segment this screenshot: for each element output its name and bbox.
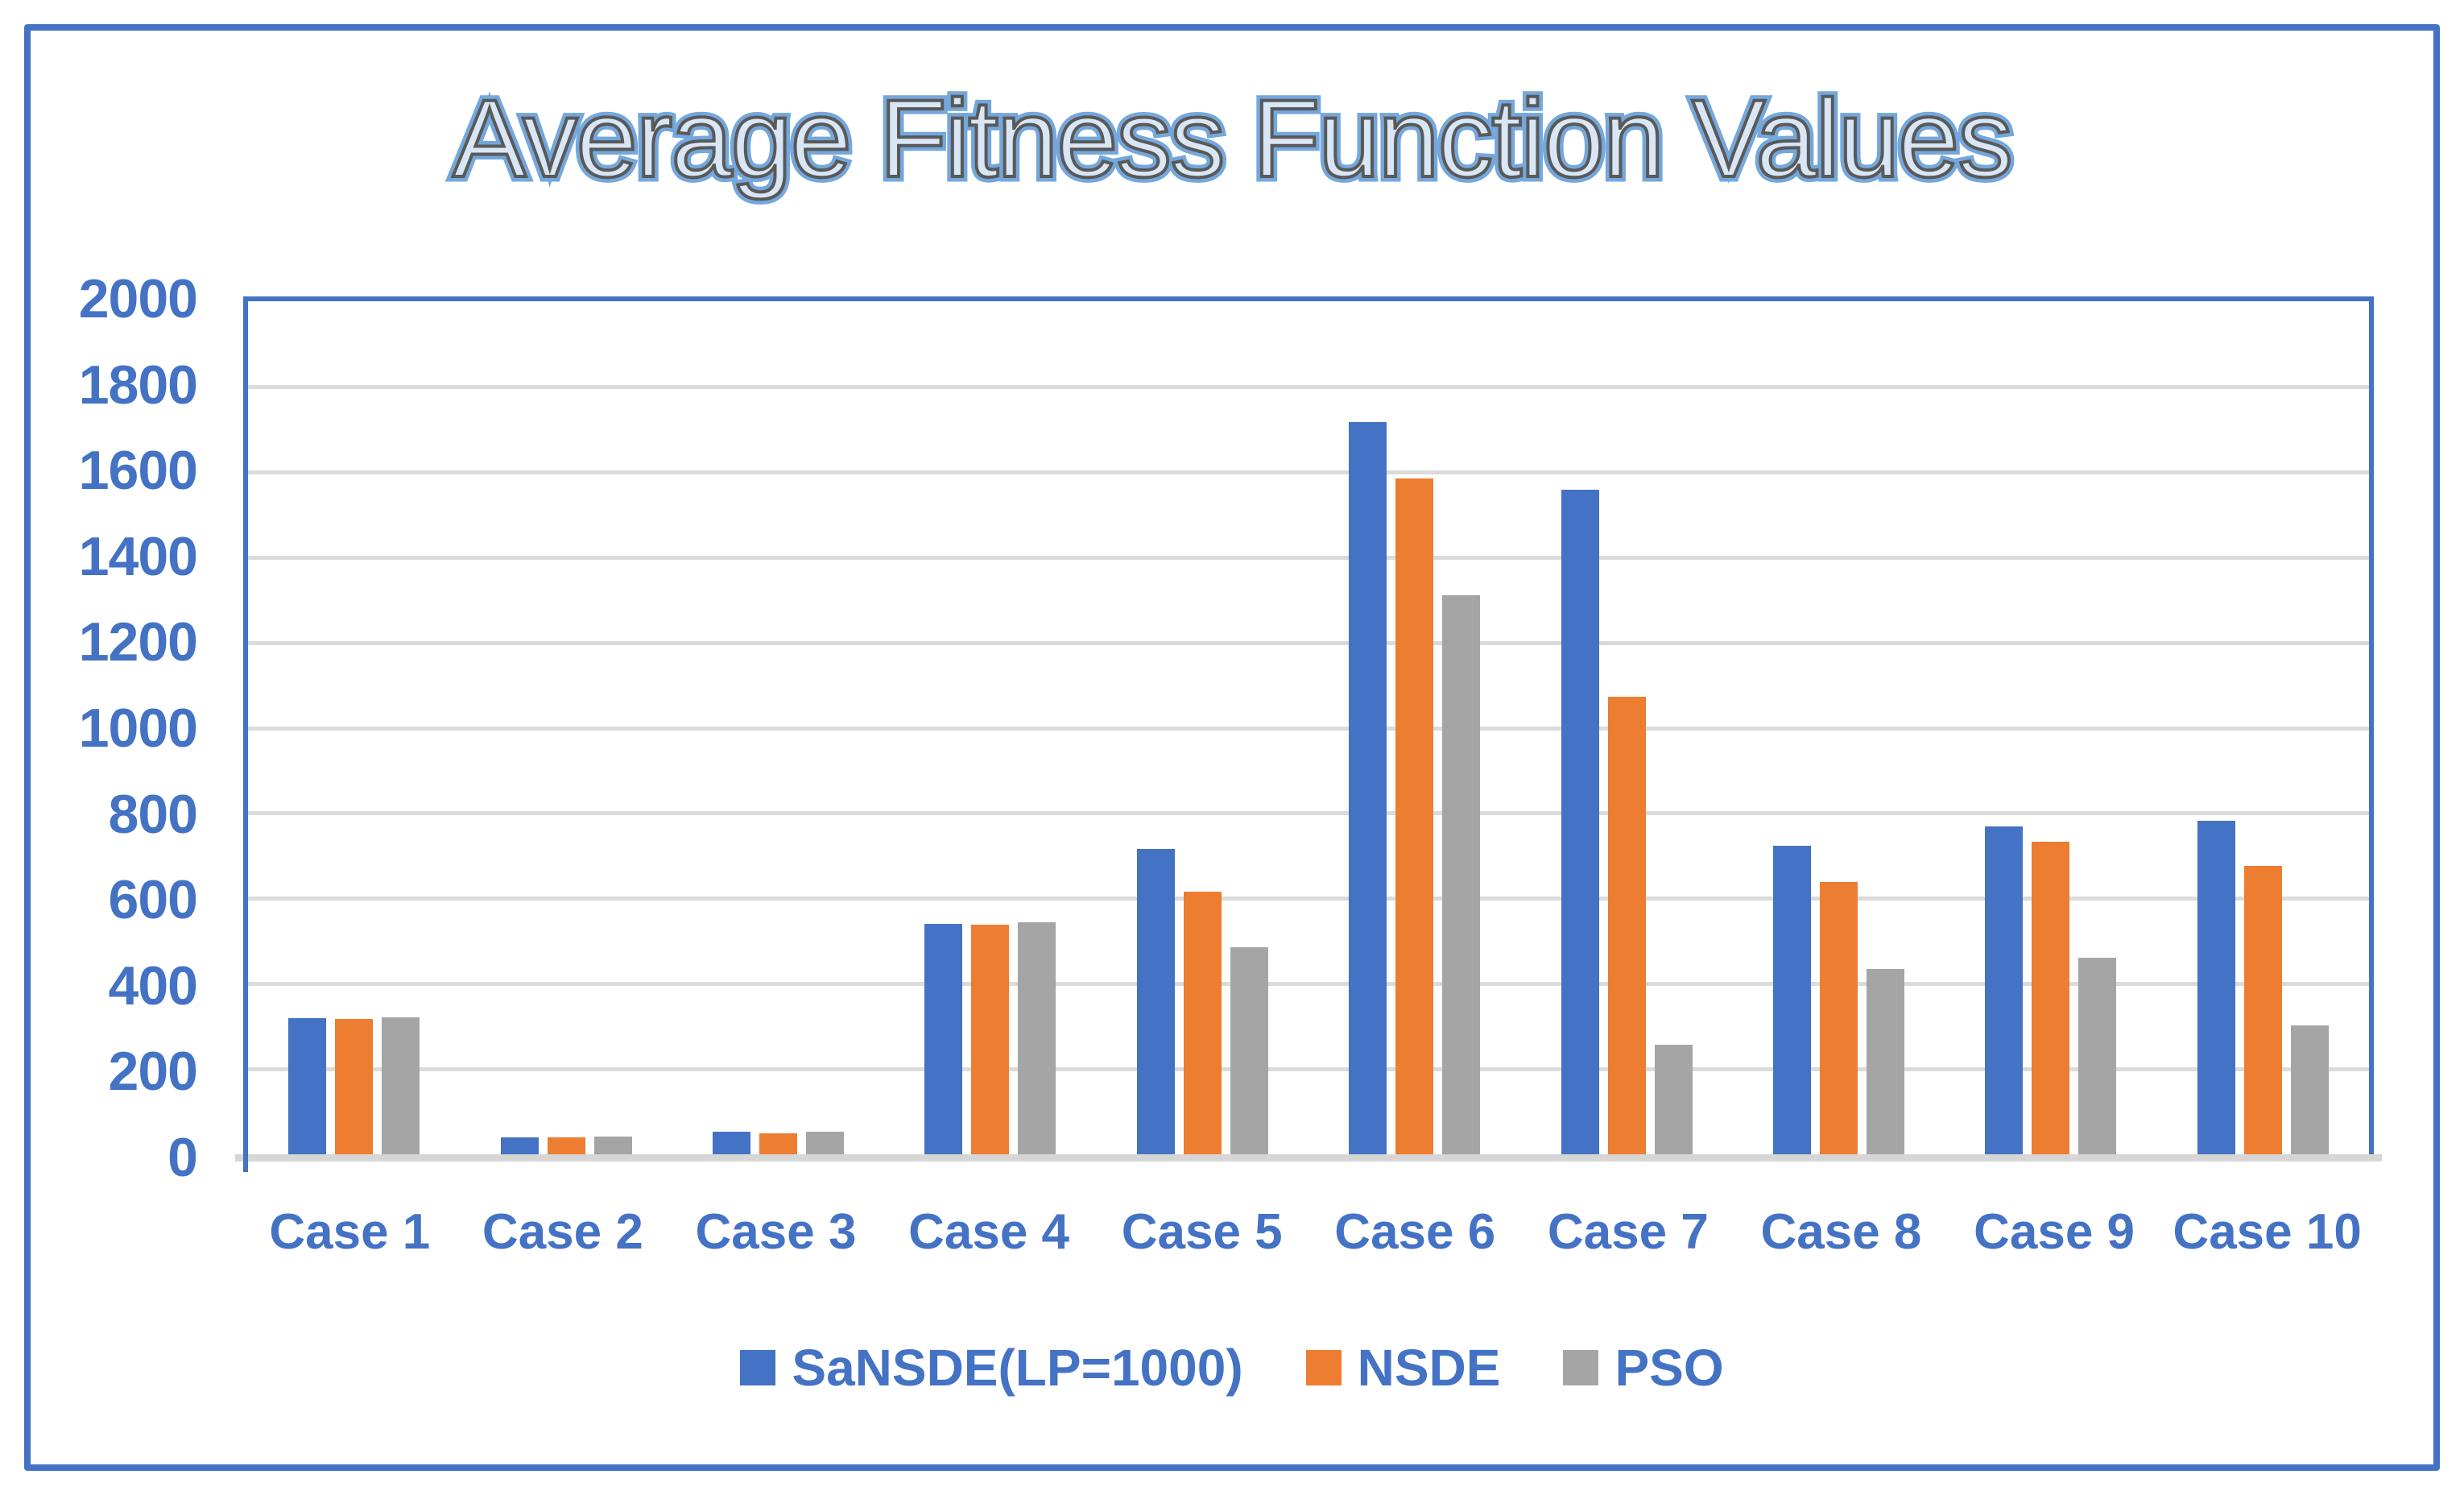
legend-marker-icon [740,1350,776,1385]
bar-nsde-case-4 [971,925,1010,1154]
bar-pso-case-9 [2078,958,2117,1154]
chart-title-text: Average Fitness Function Values [451,77,2015,201]
bar-group-case-5 [1097,301,1308,1154]
x-axis-label-case-10: Case 10 [2173,1204,2362,1260]
bar-pso-case-6 [1442,595,1481,1154]
bar-sansde-lp-1000--case-5 [1136,849,1175,1154]
legend-marker-icon [1563,1350,1599,1385]
bar-sansde-lp-1000--case-8 [1773,846,1812,1154]
bar-nsde-case-9 [2032,842,2070,1154]
x-axis-label-case-7: Case 7 [1547,1204,1709,1260]
bar-pso-case-1 [382,1017,420,1154]
legend-item-sansde-lp-1000-: SaNSDE(LP=1000) [740,1337,1243,1398]
chart-title: Average Fitness Function Values Average … [0,76,2464,203]
bar-nsde-case-2 [547,1137,585,1154]
bar-nsde-case-6 [1395,478,1434,1154]
bar-group-case-1 [248,301,460,1154]
y-axis-tick-label: 400 [108,955,198,1017]
legend-item-pso: PSO [1563,1337,1724,1398]
y-axis-tick-label: 1800 [78,354,198,416]
y-axis-tick-label: 600 [108,869,198,931]
x-axis-label-case-1: Case 1 [269,1204,431,1260]
x-axis-label-case-2: Case 2 [482,1204,643,1260]
bar-sansde-lp-1000--case-1 [288,1017,327,1154]
gridline [248,982,2369,987]
bar-pso-case-4 [1018,921,1056,1154]
gridline [248,640,2369,645]
plot-area [243,296,2374,1154]
bar-group-case-10 [2157,301,2369,1154]
bar-group-case-7 [1520,301,1732,1154]
bar-pso-case-10 [2290,1025,2329,1154]
y-axis-tick-label: 0 [167,1127,198,1188]
x-axis-label-case-3: Case 3 [695,1204,857,1260]
gridline [248,1067,2369,1072]
y-axis-tick-label: 800 [108,783,198,845]
x-axis-label-case-9: Case 9 [1974,1204,2135,1260]
bar-sansde-lp-1000--case-2 [500,1137,539,1154]
legend-marker-icon [1305,1350,1342,1385]
legend-label: SaNSDE(LP=1000) [792,1339,1243,1397]
bar-nsde-case-5 [1183,891,1222,1154]
legend: SaNSDE(LP=1000) NSDE PSO [0,1337,2464,1398]
bar-nsde-case-3 [759,1133,798,1154]
bar-group-case-4 [884,301,1096,1154]
y-axis-tick-label: 1200 [78,611,198,673]
y-axis-tick-label: 200 [108,1041,198,1103]
chart-title-outline: Average Fitness Function Values [448,76,2019,203]
gridline [248,384,2369,389]
bar-pso-case-3 [806,1132,845,1154]
gridline [248,470,2369,474]
legend-item-nsde: NSDE [1305,1337,1501,1398]
bar-nsde-case-1 [335,1018,374,1154]
bar-nsde-case-7 [1607,697,1646,1154]
x-axis-labels: Case 1 Case 2 Case 3 Case 4 Case 5 Case 6 Case… [243,1203,2374,1261]
x-axis-label-case-6: Case 6 [1334,1204,1496,1260]
y-axis-tick-label: 1400 [78,525,198,587]
x-axis-label-case-4: Case 4 [908,1204,1070,1260]
bar-nsde-case-8 [1820,882,1858,1154]
bar-sansde-lp-1000--case-7 [1561,490,1599,1154]
bar-group-case-8 [1733,301,1945,1154]
gridline [248,555,2369,560]
bar-sansde-lp-1000--case-10 [2197,821,2235,1154]
bar-group-case-2 [460,301,672,1154]
gridline [248,811,2369,816]
bar-nsde-case-10 [2243,865,2282,1154]
bar-group-case-9 [1945,301,2156,1154]
x-axis-line [235,1154,2382,1162]
bar-sansde-lp-1000--case-3 [713,1132,751,1154]
x-axis-label-case-5: Case 5 [1121,1204,1283,1260]
bars-layer [248,301,2369,1154]
x-axis-label-case-8: Case 8 [1760,1204,1922,1260]
legend-label: PSO [1614,1339,1724,1397]
legend-label: NSDE [1357,1339,1501,1397]
bar-sansde-lp-1000--case-9 [1985,826,2024,1154]
bar-pso-case-8 [1867,969,1905,1154]
bar-sansde-lp-1000--case-4 [924,924,963,1154]
y-axis-tick-label: 1000 [78,698,198,759]
bar-pso-case-2 [593,1137,632,1154]
bar-group-case-6 [1308,301,1520,1154]
y-axis-labels: 2000 1800 1600 1400 1200 1000 800 600 400 200 0 [0,268,198,1188]
y-axis-tick-label: 2000 [78,268,198,329]
bar-pso-case-7 [1654,1045,1693,1154]
y-axis-tick-label: 1600 [78,440,198,502]
gridline [248,897,2369,901]
bar-group-case-3 [672,301,884,1154]
gridline [248,726,2369,731]
bar-sansde-lp-1000--case-6 [1349,421,1387,1154]
bar-pso-case-5 [1230,946,1268,1154]
y-axis-tick [243,1154,248,1172]
